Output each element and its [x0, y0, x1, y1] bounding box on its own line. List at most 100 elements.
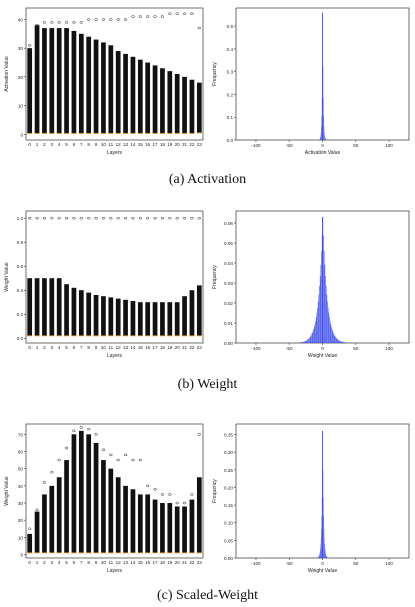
- hist-bar: [309, 336, 311, 343]
- box-1: [34, 25, 40, 134]
- hist-bar: [311, 334, 312, 343]
- box-16: [145, 62, 151, 134]
- box-17: [152, 302, 158, 336]
- outlier-2: [42, 21, 47, 24]
- hist-bar: [328, 312, 330, 343]
- x-tick-label: 1: [36, 142, 39, 147]
- hist-bar: [325, 286, 327, 343]
- outlier-23: [197, 216, 201, 220]
- box-19: [167, 302, 173, 336]
- y-tick-label: 30: [18, 501, 24, 506]
- outlier-1: [35, 23, 39, 27]
- x-tick-label: 10: [101, 560, 107, 565]
- hist-bar: [327, 307, 329, 343]
- hist-bar: [315, 321, 316, 343]
- x-tick-label: 14: [130, 142, 136, 147]
- outlier-8: [87, 18, 91, 21]
- x-tick-label: 9: [95, 142, 98, 147]
- box-12: [115, 477, 121, 553]
- hist-bar: [335, 337, 337, 343]
- x-tick-label: 7: [80, 560, 83, 565]
- box-3: [49, 28, 55, 134]
- outlier-17: [153, 488, 157, 491]
- outlier-7: [79, 21, 83, 24]
- box-10: [101, 42, 106, 134]
- caption-scaled-weight: (c) Scaled-Weight: [156, 588, 259, 603]
- x-tick-label: 0: [28, 345, 31, 350]
- x-tick-label: 4: [58, 142, 61, 147]
- outlier-6: [72, 216, 76, 220]
- outlier-18: [160, 216, 165, 220]
- box-5: [64, 460, 69, 553]
- hist-bar: [327, 301, 328, 343]
- outlier-6: [72, 21, 76, 24]
- x-tick-label: 8: [87, 560, 90, 565]
- x-tick-label: 10: [101, 345, 107, 350]
- box-23: [196, 477, 202, 553]
- outlier-7: [79, 426, 83, 429]
- y-tick-label: 0.03: [224, 281, 233, 286]
- box-9: [93, 295, 99, 336]
- x-axis-label: Layers: [107, 150, 123, 156]
- outlier-1: [35, 508, 39, 512]
- outlier-15: [138, 15, 142, 18]
- hist-bar: [321, 251, 322, 343]
- outlier-5: [64, 21, 69, 24]
- outlier-8: [87, 427, 91, 431]
- scaled-weight-histogram: 0.00 0.05 0.10 0.15 0.20 0.25 0.30 0.35 -100 -50 0…: [208, 418, 415, 580]
- weight-boxplot: 0.00.20.40.60.81.00 1 2 3 4 5 6 7 8 9 10 11 12 13 14 15…: [0, 205, 207, 365]
- y-tick-label: 0: [20, 553, 23, 558]
- x-tick-label: 13: [123, 560, 129, 565]
- box-13: [123, 485, 128, 553]
- y-tick-label: 0.4: [227, 47, 234, 52]
- box-22: [189, 290, 195, 336]
- x-tick-label: 16: [145, 560, 151, 565]
- outlier-5: [64, 446, 69, 450]
- hist-bar: [341, 341, 342, 343]
- outlier-0: [28, 44, 32, 47]
- x-tick-label: 13: [123, 345, 129, 350]
- x-tick-label: 20: [175, 560, 181, 565]
- y-tick-label: 0.30: [224, 450, 233, 455]
- outlier-15: [138, 458, 142, 462]
- hist-bar: [308, 338, 310, 343]
- y-tick-label: 0.20: [224, 485, 233, 490]
- outlier-18: [160, 493, 165, 496]
- box-21: [182, 506, 187, 553]
- x-tick-label: 2: [43, 345, 46, 350]
- box-22: [189, 499, 195, 553]
- box-20: [174, 302, 180, 336]
- box-17: [152, 499, 158, 553]
- outlier-21: [182, 501, 187, 505]
- x-tick-label: 5: [65, 142, 68, 147]
- x-tick-label: 0: [321, 561, 324, 566]
- box-18: [160, 503, 165, 553]
- box-15: [137, 302, 143, 336]
- box-13: [123, 53, 128, 134]
- hist-bar: [307, 339, 308, 343]
- hist-bar: [304, 341, 306, 343]
- x-tick-label: 7: [80, 142, 83, 147]
- y-tick-label: 0.05: [224, 538, 233, 543]
- outlier-10: [101, 216, 106, 220]
- hist-bar: [333, 334, 335, 343]
- outlier-17: [153, 216, 157, 220]
- x-tick-label: 100: [385, 561, 393, 566]
- box-2: [42, 278, 47, 336]
- hist-bar: [312, 331, 314, 343]
- y-axis-label: Weight Value: [4, 262, 10, 291]
- x-tick-label: 15: [138, 345, 144, 350]
- box-8: [86, 434, 92, 553]
- x-tick-label: 23: [197, 345, 203, 350]
- hist-bar: [341, 341, 343, 343]
- x-tick-label: -100: [251, 561, 261, 566]
- outlier-9: [94, 216, 98, 220]
- box-15: [137, 59, 143, 134]
- y-tick-label: 0.00: [224, 556, 233, 561]
- x-tick-label: 4: [58, 560, 61, 565]
- box-6: [71, 287, 77, 336]
- box-7: [78, 33, 84, 134]
- y-tick-label: 0: [20, 132, 23, 137]
- plot-frame: [25, 7, 204, 141]
